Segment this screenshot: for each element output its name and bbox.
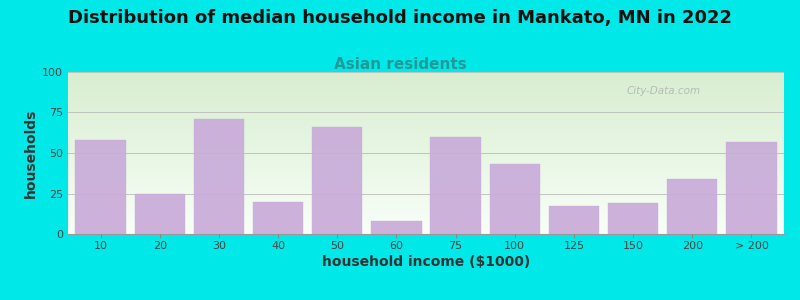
Bar xyxy=(430,137,481,234)
Bar xyxy=(194,119,244,234)
Text: City-Data.com: City-Data.com xyxy=(626,86,701,96)
Bar xyxy=(490,164,540,234)
Bar xyxy=(608,203,658,234)
Bar xyxy=(371,221,422,234)
Bar xyxy=(667,179,718,234)
Text: Distribution of median household income in Mankato, MN in 2022: Distribution of median household income … xyxy=(68,9,732,27)
Bar xyxy=(312,127,362,234)
Bar xyxy=(253,202,303,234)
X-axis label: household income ($1000): household income ($1000) xyxy=(322,255,530,269)
Bar xyxy=(75,140,126,234)
Bar xyxy=(726,142,777,234)
Bar xyxy=(549,206,599,234)
Y-axis label: households: households xyxy=(24,108,38,198)
Text: Asian residents: Asian residents xyxy=(334,57,466,72)
Bar xyxy=(134,194,185,234)
